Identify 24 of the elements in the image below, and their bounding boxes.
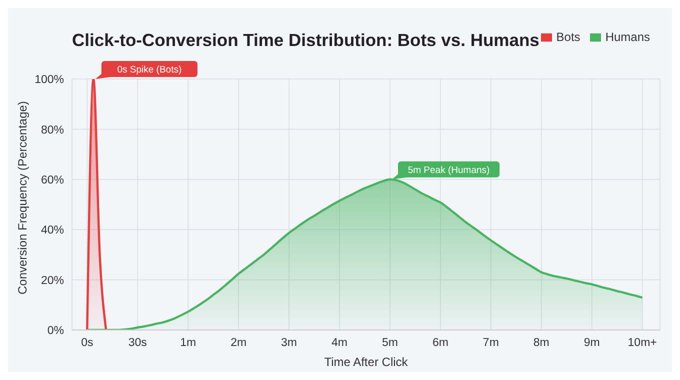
y-axis-title: Conversion Frequency (Percentage)	[15, 101, 30, 294]
y-tick-label: 20%	[40, 274, 64, 287]
y-tick-label: 100%	[34, 74, 64, 86]
x-tick-label: 0s	[81, 337, 94, 350]
x-tick-label: 2m	[230, 337, 247, 350]
annotation: 5m Peak (Humans)	[408, 164, 490, 176]
x-axis-title: Time After Click	[324, 355, 409, 369]
x-tick-label: 6m	[432, 337, 448, 350]
y-tick-label: 60%	[40, 174, 64, 186]
legend-label: Humans	[605, 30, 650, 44]
x-tick-label: 30s	[128, 337, 148, 350]
x-tick-label: 4m	[332, 337, 348, 350]
x-tick-label: 1m	[180, 337, 196, 350]
y-tick-label: 80%	[40, 124, 64, 136]
x-tick-label: 8m	[533, 337, 550, 350]
x-tick-label: 10m+	[628, 337, 658, 350]
y-tick-label: 0%	[47, 325, 64, 338]
legend-label: Bots	[556, 30, 580, 44]
x-tick-label: 9m	[584, 337, 600, 350]
y-tick-label: 40%	[40, 224, 64, 237]
chart-title: Click-to-Conversion Time Distribution: Bots vs. Humans	[72, 30, 540, 51]
x-tick-label: 5m	[382, 337, 398, 350]
x-tick-label: 7m	[482, 337, 499, 350]
x-tick-label: 3m	[281, 337, 298, 350]
